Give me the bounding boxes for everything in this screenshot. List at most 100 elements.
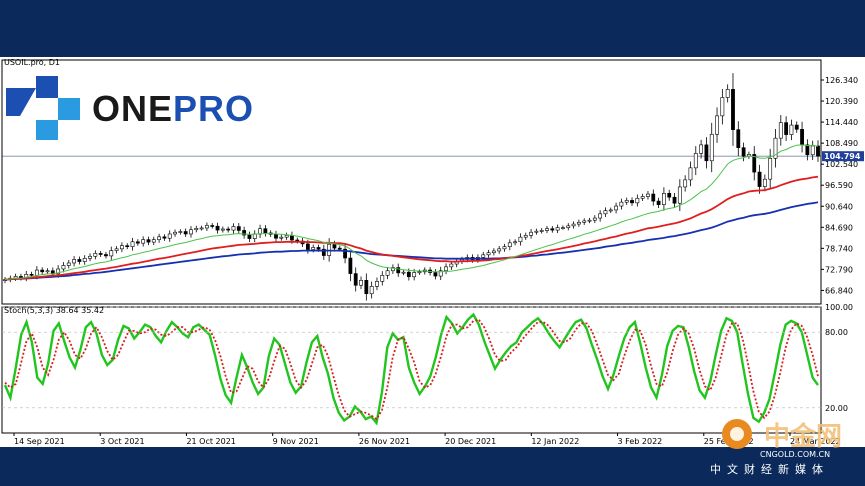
main-y-tick-label: 120.390	[825, 97, 858, 106]
candle-body	[380, 275, 385, 282]
candle-body	[768, 158, 773, 180]
candle-body	[677, 186, 682, 204]
x-tick-label: 24 Mar 2022	[790, 437, 841, 446]
bottom-banner	[0, 447, 865, 486]
candle-body	[72, 259, 76, 264]
candle-body	[321, 248, 326, 256]
main-y-tick-label: 90.640	[825, 202, 853, 211]
candle-body	[725, 89, 730, 98]
candle-body	[816, 145, 820, 157]
x-tick-label: 21 Oct 2021	[186, 437, 235, 446]
candle-body	[773, 137, 778, 159]
candle-body	[545, 228, 549, 231]
candle-body	[61, 265, 66, 270]
main-y-tick-label: 96.590	[825, 181, 853, 190]
candle-body	[93, 253, 98, 257]
stoch-y-tick-label: 100.00	[825, 303, 853, 312]
candle-body	[66, 262, 71, 266]
candle-body	[481, 254, 486, 258]
stoch-y-tick-label: 80.00	[825, 328, 848, 337]
logo-text-pro: PRO	[173, 88, 255, 129]
candle-body	[348, 257, 353, 274]
moving-averages	[4, 144, 819, 281]
candle-body	[656, 200, 661, 205]
candle-body	[736, 129, 741, 148]
candle-body	[539, 230, 544, 232]
candle-body	[109, 250, 114, 257]
candle-body	[130, 241, 135, 248]
candle-body	[263, 228, 268, 234]
candle-body	[640, 196, 645, 199]
watermark-url: CNGOLD.COM.CN	[760, 450, 831, 459]
candle-body	[189, 229, 193, 235]
stoch-main-line	[3, 312, 819, 426]
candle-body	[449, 263, 454, 268]
candle-body	[778, 122, 783, 139]
candle-body	[497, 248, 502, 252]
candle-body	[231, 226, 236, 231]
candle-body	[157, 236, 161, 240]
x-tick-label: 3 Oct 2021	[100, 437, 144, 446]
x-tick-label: 12 Jan 2022	[531, 437, 579, 446]
candle-body	[332, 243, 337, 249]
main-y-tick-label: 102.540	[825, 160, 858, 169]
x-tick-label: 26 Nov 2021	[359, 437, 410, 446]
candle-body	[630, 200, 634, 204]
candle-body	[555, 227, 560, 231]
candle-body	[683, 179, 688, 188]
candle-body	[417, 271, 422, 274]
candle-body	[82, 258, 87, 262]
candle-body	[125, 245, 130, 248]
candle-body	[433, 272, 438, 277]
candle-body	[183, 231, 188, 235]
candle-body	[162, 236, 167, 239]
x-tick-label: 9 Nov 2021	[273, 437, 319, 446]
ma-mid-line	[4, 175, 819, 281]
candle-body	[88, 255, 92, 259]
main-y-tick-label: 66.840	[825, 286, 853, 295]
candle-body	[178, 231, 183, 233]
current-price-label: 104.794	[824, 152, 861, 161]
candle-body	[571, 223, 576, 227]
candle-body	[56, 268, 61, 275]
symbol-label: USOIL.pro, D1	[4, 58, 61, 67]
candle-body	[401, 271, 406, 274]
x-tick-label: 20 Dec 2021	[445, 437, 496, 446]
candle-body	[210, 225, 215, 227]
main-y-tick-label: 108.490	[825, 139, 858, 148]
candle-body	[226, 228, 231, 231]
candle-body	[752, 154, 757, 173]
candle-body	[608, 209, 613, 212]
top-banner	[0, 0, 865, 57]
candle-body	[385, 270, 390, 276]
candle-body	[805, 144, 810, 156]
candle-body	[662, 193, 666, 205]
candle-body	[199, 227, 204, 230]
candle-body	[709, 133, 714, 162]
candle-body	[141, 239, 146, 244]
candle-body	[491, 250, 496, 254]
candle-body	[135, 241, 140, 244]
main-plot-frame	[1, 59, 822, 305]
candle-body	[598, 213, 603, 219]
candle-body	[635, 197, 640, 204]
candle-body	[173, 231, 177, 235]
candle-body	[167, 233, 172, 239]
logo-text-one: ONE	[92, 88, 174, 129]
candle-body	[146, 239, 151, 243]
candle-body	[794, 124, 799, 130]
watermark-tagline: 中文财经新媒体	[710, 463, 829, 476]
candle-body	[284, 235, 289, 238]
stochastic-lines	[3, 312, 819, 426]
candle-body	[45, 270, 50, 273]
candle-body	[603, 210, 608, 215]
candle-body	[120, 245, 124, 250]
candle-body	[77, 259, 82, 262]
candle-body	[220, 228, 225, 231]
candle-body	[624, 200, 629, 203]
main-y-tick-label: 84.690	[825, 223, 853, 232]
main-y-tick-label: 114.440	[825, 118, 858, 127]
candle-body	[279, 236, 284, 239]
candle-body	[667, 193, 672, 198]
